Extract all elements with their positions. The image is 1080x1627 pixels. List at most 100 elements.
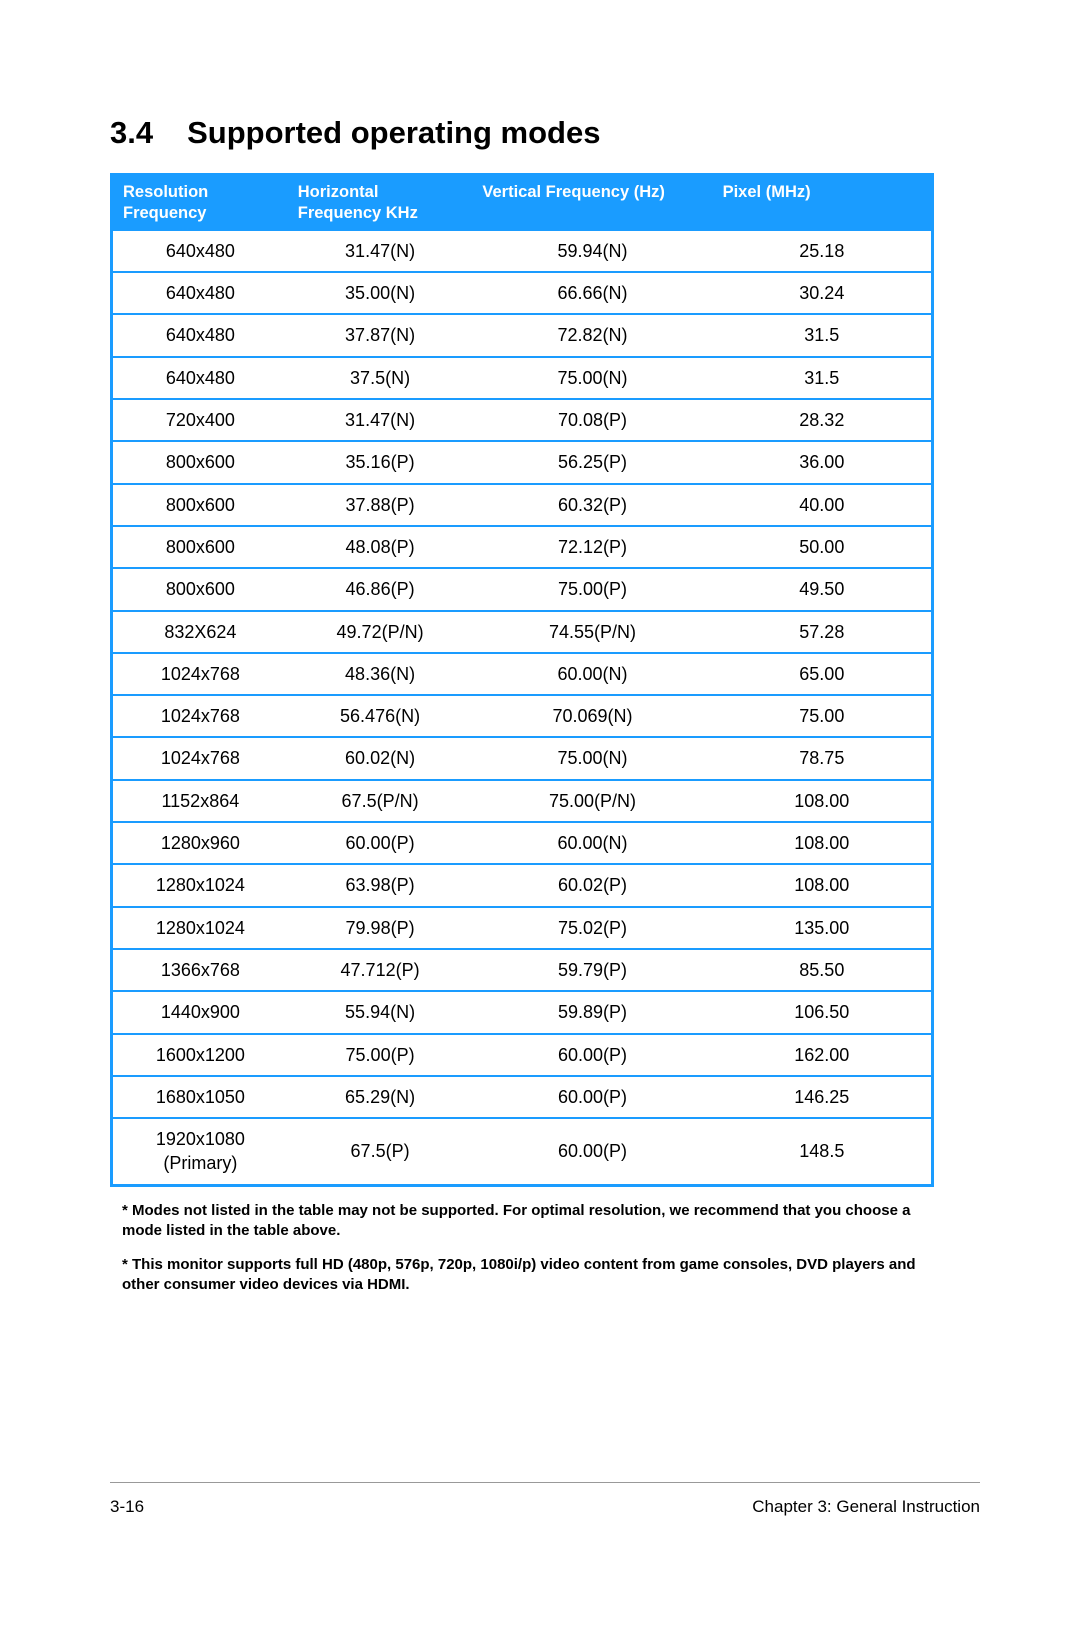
table-cell: 108.00 <box>713 823 931 863</box>
table-cell: 1280x1024 <box>113 865 288 905</box>
table-cell: 31.47(N) <box>288 400 473 440</box>
table-cell: 56.25(P) <box>472 442 712 482</box>
table-cell: 800x600 <box>113 527 288 567</box>
table-row: 640x48037.5(N)75.00(N)31.5 <box>113 356 931 398</box>
table-header-row: Resolution Frequency Horizontal Frequenc… <box>113 176 931 231</box>
table-cell: 60.02(P) <box>472 865 712 905</box>
table-cell: 1024x768 <box>113 696 288 736</box>
table-cell: 60.02(N) <box>288 738 473 778</box>
table-body: 640x48031.47(N)59.94(N)25.18640x48035.00… <box>113 231 931 1184</box>
table-row: 1680x105065.29(N)60.00(P)146.25 <box>113 1075 931 1117</box>
table-cell: 108.00 <box>713 865 931 905</box>
table-cell: 56.476(N) <box>288 696 473 736</box>
table-cell: 1440x900 <box>113 992 288 1032</box>
table-row: 1280x102463.98(P)60.02(P)108.00 <box>113 863 931 905</box>
table-cell: 37.88(P) <box>288 485 473 525</box>
table-cell: 70.069(N) <box>472 696 712 736</box>
footnote-2: * This monitor supports full HD (480p, 5… <box>110 1255 934 1296</box>
table-cell: 1024x768 <box>113 738 288 778</box>
table-cell: 59.94(N) <box>472 231 712 271</box>
table-cell: 70.08(P) <box>472 400 712 440</box>
table-row: 1024x76848.36(N)60.00(N)65.00 <box>113 652 931 694</box>
table-row: 720x40031.47(N)70.08(P)28.32 <box>113 398 931 440</box>
table-cell: 46.86(P) <box>288 569 473 609</box>
table-cell: 75.00(P) <box>472 569 712 609</box>
table-cell: 63.98(P) <box>288 865 473 905</box>
table-cell: 108.00 <box>713 781 931 821</box>
table-cell: 57.28 <box>713 612 931 652</box>
table-cell: 31.5 <box>713 358 931 398</box>
section-title: Supported operating modes <box>187 115 600 151</box>
page-footer: 3-16 Chapter 3: General Instruction <box>110 1482 980 1517</box>
table-cell: 60.00(P) <box>472 1119 712 1184</box>
table-cell: 37.5(N) <box>288 358 473 398</box>
table-cell: 67.5(P) <box>288 1119 473 1184</box>
table-cell: 1152x864 <box>113 781 288 821</box>
table-cell: 36.00 <box>713 442 931 482</box>
table-row: 1366x76847.712(P)59.79(P)85.50 <box>113 948 931 990</box>
table-cell: 49.50 <box>713 569 931 609</box>
table-cell: 31.5 <box>713 315 931 355</box>
section-number: 3.4 <box>110 115 153 151</box>
table-cell: 75.00(P) <box>288 1035 473 1075</box>
table-cell: 800x600 <box>113 485 288 525</box>
header-vertical-freq: Vertical Frequency (Hz) <box>472 176 712 231</box>
table-cell: 832X624 <box>113 612 288 652</box>
table-cell: 40.00 <box>713 485 931 525</box>
table-row: 1152x86467.5(P/N)75.00(P/N)108.00 <box>113 779 931 821</box>
table-cell: 72.82(N) <box>472 315 712 355</box>
table-cell: 640x480 <box>113 273 288 313</box>
table-cell: 720x400 <box>113 400 288 440</box>
page-number: 3-16 <box>110 1497 144 1517</box>
table-row: 640x48031.47(N)59.94(N)25.18 <box>113 231 931 271</box>
table-cell: 60.00(P) <box>472 1035 712 1075</box>
table-cell: 60.00(P) <box>472 1077 712 1117</box>
table-cell: 35.16(P) <box>288 442 473 482</box>
table-row: 800x60048.08(P)72.12(P)50.00 <box>113 525 931 567</box>
table-cell: 59.89(P) <box>472 992 712 1032</box>
table-cell: 78.75 <box>713 738 931 778</box>
table-cell: 60.32(P) <box>472 485 712 525</box>
table-cell: 48.08(P) <box>288 527 473 567</box>
operating-modes-table: Resolution Frequency Horizontal Frequenc… <box>110 173 934 1187</box>
table-cell: 37.87(N) <box>288 315 473 355</box>
table-cell: 75.02(P) <box>472 908 712 948</box>
header-resolution: Resolution Frequency <box>113 176 288 231</box>
table-row: 1440x90055.94(N)59.89(P)106.50 <box>113 990 931 1032</box>
table-cell: 35.00(N) <box>288 273 473 313</box>
table-cell: 75.00(N) <box>472 738 712 778</box>
table-row: 832X62449.72(P/N)74.55(P/N)57.28 <box>113 610 931 652</box>
table-row: 800x60037.88(P)60.32(P)40.00 <box>113 483 931 525</box>
table-cell: 1680x1050 <box>113 1077 288 1117</box>
table-row: 1024x76856.476(N)70.069(N)75.00 <box>113 694 931 736</box>
table-cell: 640x480 <box>113 315 288 355</box>
table-row: 800x60035.16(P)56.25(P)36.00 <box>113 440 931 482</box>
table-cell: 25.18 <box>713 231 931 271</box>
footnotes: * Modes not listed in the table may not … <box>110 1201 934 1296</box>
table-row: 640x48035.00(N)66.66(N)30.24 <box>113 271 931 313</box>
table-cell: 59.79(P) <box>472 950 712 990</box>
table-cell: 28.32 <box>713 400 931 440</box>
section-heading: 3.4 Supported operating modes <box>110 115 980 151</box>
table-cell: 49.72(P/N) <box>288 612 473 652</box>
header-pixel-mhz: Pixel (MHz) <box>713 176 931 231</box>
table-cell: 162.00 <box>713 1035 931 1075</box>
table-cell: 60.00(N) <box>472 654 712 694</box>
table-cell: 79.98(P) <box>288 908 473 948</box>
chapter-label: Chapter 3: General Instruction <box>752 1497 980 1517</box>
table-cell: 47.712(P) <box>288 950 473 990</box>
table-cell: 67.5(P/N) <box>288 781 473 821</box>
table-cell: 31.47(N) <box>288 231 473 271</box>
table-cell: 106.50 <box>713 992 931 1032</box>
footnote-1: * Modes not listed in the table may not … <box>110 1201 934 1242</box>
table-cell: 74.55(P/N) <box>472 612 712 652</box>
table-cell: 1920x1080 (Primary) <box>113 1119 288 1184</box>
table-cell: 48.36(N) <box>288 654 473 694</box>
table-cell: 60.00(P) <box>288 823 473 863</box>
table-cell: 135.00 <box>713 908 931 948</box>
table-row: 1920x1080 (Primary)67.5(P)60.00(P)148.5 <box>113 1117 931 1184</box>
table-row: 640x48037.87(N)72.82(N)31.5 <box>113 313 931 355</box>
table-cell: 1600x1200 <box>113 1035 288 1075</box>
table-cell: 66.66(N) <box>472 273 712 313</box>
table-cell: 75.00(P/N) <box>472 781 712 821</box>
